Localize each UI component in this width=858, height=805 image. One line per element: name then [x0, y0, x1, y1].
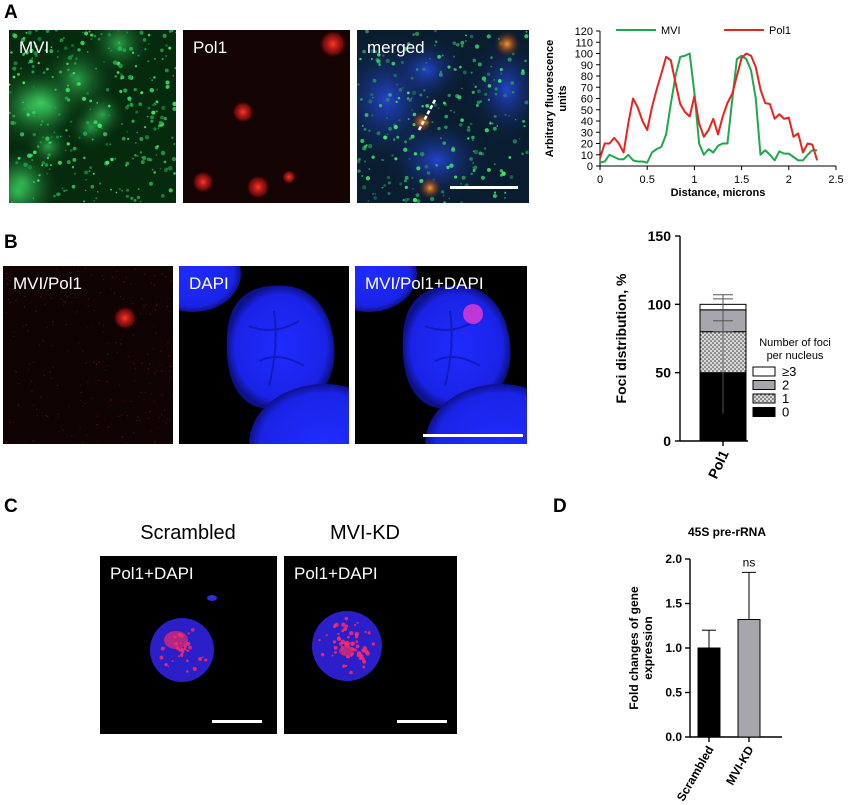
image-label-mvi: MVI [19, 38, 50, 57]
image-label-scrambled: Pol1+DAPI [110, 564, 194, 583]
x-tick-label: Pol1 [705, 447, 732, 481]
y-tick-label: 30 [581, 127, 593, 139]
x-tick-label: 0 [597, 174, 603, 186]
image-label-merged: merged [367, 38, 425, 57]
series-line-mvi [599, 52, 818, 164]
x-tick-label: 2 [786, 174, 792, 186]
y-tick-label: 50 [655, 365, 671, 381]
micrograph-mvi: MVI [9, 30, 176, 203]
y-tick-label: 110 [575, 37, 593, 49]
y-tick-label: 0.0 [665, 730, 682, 744]
legend-swatch [752, 366, 776, 377]
y-tick-label: 70 [581, 82, 593, 94]
panel-label-b: B [4, 232, 18, 253]
micrograph-mvi-kd: Pol1+DAPI [284, 556, 457, 734]
y-tick-label: 0 [587, 161, 593, 173]
bar-scrambled [697, 647, 721, 738]
gene-expression-chart: 45S pre-rRNA 0.0 0.5 1.0 1.5 2.0 Scrambled MVI-… [627, 525, 782, 804]
x-axis-label: Distance, microns [671, 187, 766, 199]
x-tick-label: 0.5 [640, 174, 655, 186]
legend-label: 2 [782, 378, 789, 393]
legend-swatch [752, 407, 776, 417]
micrograph-mvi-pol1: MVI/Pol1 [3, 266, 173, 444]
y-axis-label: Arbitrary fluorescenceunits [544, 40, 569, 157]
micrograph-mvi-pol1-dapi: MVI/Pol1+DAPI [355, 266, 527, 444]
legend-label: Pol1 [769, 25, 791, 37]
scale-bar [397, 720, 447, 723]
y-tick-label: 40 [581, 116, 593, 128]
y-axis-label: Foci distribution, % [613, 273, 629, 403]
micrograph-pol1: Pol1 [183, 30, 350, 203]
legend-swatch [752, 393, 776, 404]
x-tick-label: Scrambled [674, 744, 717, 804]
y-tick-label: 60 [581, 94, 593, 106]
legend-label: MVI [661, 25, 681, 37]
y-tick-label: 90 [581, 60, 593, 72]
scale-bar [423, 434, 523, 437]
panel-label-d: D [553, 496, 567, 517]
series-line-pol1 [599, 52, 819, 161]
image-label-mvi-pol1: MVI/Pol1 [13, 274, 82, 293]
condition-title-mvi-kd: MVI-KD [330, 522, 400, 544]
legend-swatch [752, 380, 776, 390]
chart-title: 45S pre-rRNA [688, 525, 766, 539]
panel-label-c: C [4, 496, 18, 517]
y-tick-label: 1.0 [665, 641, 682, 655]
significance-label: ns [743, 555, 756, 569]
scale-bar [212, 720, 262, 723]
image-label-mvi-kd: Pol1+DAPI [294, 564, 378, 583]
y-tick-label: 0.5 [665, 686, 682, 700]
y-tick-label: 1.5 [665, 597, 682, 611]
condition-title-scrambled: Scrambled [140, 522, 236, 544]
y-axis-label: Fold changes of geneexpression [627, 586, 655, 710]
x-tick-label: 1.5 [734, 174, 749, 186]
y-tick-label: 2.0 [665, 552, 682, 566]
y-tick-label: 100 [575, 49, 593, 61]
image-label-mvi-pol1-dapi: MVI/Pol1+DAPI [365, 274, 484, 293]
micrograph-merged: merged [357, 30, 529, 203]
x-tick-label: 2.5 [828, 174, 843, 186]
image-label-dapi: DAPI [189, 274, 229, 293]
legend-title: Number of foci per nucleus [759, 337, 831, 362]
image-label-pol1: Pol1 [193, 38, 228, 57]
scale-bar [450, 186, 518, 189]
y-tick-label: 10 [581, 150, 593, 162]
y-tick-label: 20 [581, 139, 593, 151]
y-tick-label: 150 [648, 228, 672, 244]
foci-distribution-chart: 0 50 100 150 Pol1 Foci distribution, % Number … [613, 228, 831, 481]
x-tick-label: MVI-KD [723, 743, 757, 787]
panel-label-a: A [4, 2, 18, 23]
y-tick-label: 120 [575, 26, 593, 38]
y-tick-label: 100 [648, 296, 672, 312]
legend-label: 1 [782, 391, 789, 406]
y-tick-label: 50 [581, 105, 593, 117]
legend-label: ≥3 [782, 364, 796, 379]
bar-mvi-kd [737, 619, 761, 738]
legend-label: 0 [782, 405, 789, 420]
micrograph-scrambled: Pol1+DAPI [100, 556, 277, 734]
x-tick-label: 1 [691, 174, 697, 186]
y-tick-label: 0 [663, 433, 671, 449]
micrograph-dapi: DAPI [179, 266, 349, 444]
y-tick-label: 80 [581, 71, 593, 83]
